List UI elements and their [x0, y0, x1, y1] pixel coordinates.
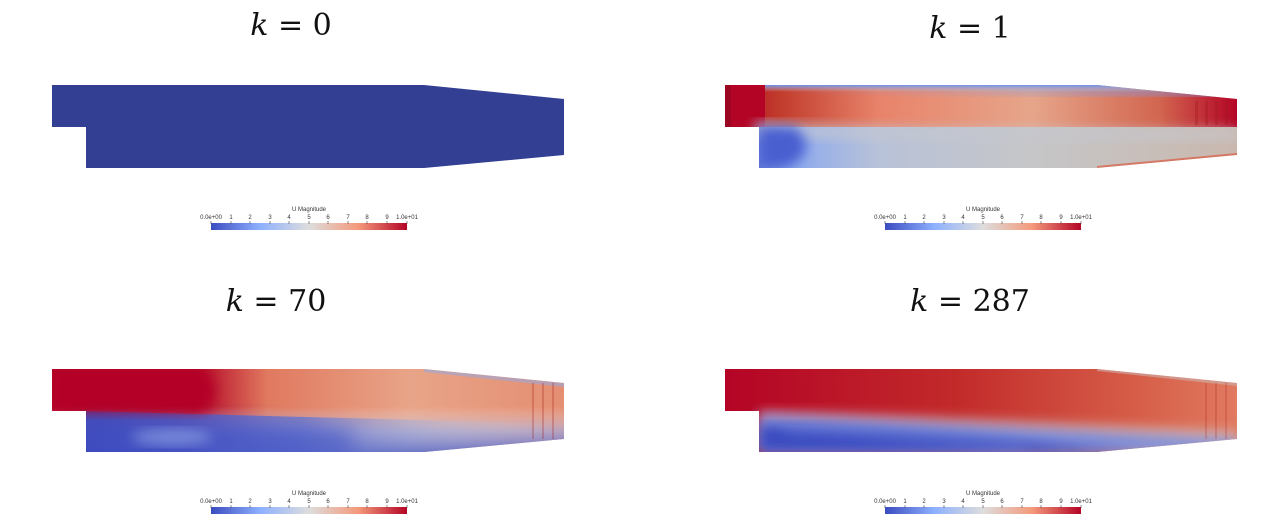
colorbar-tick-label: 3	[942, 499, 946, 505]
colorbar-tick-label: 9	[385, 499, 389, 505]
colorbar-tick-label: 0.0e+00	[874, 215, 897, 221]
colorbar-tick-label: 1	[903, 215, 907, 221]
panel-title-k1: k = 1	[929, 11, 1011, 46]
colorbar-tick-label: 6	[326, 215, 330, 221]
colorbar-tick-label: 9	[1059, 215, 1063, 221]
colorbar-tick-label: 3	[268, 215, 272, 221]
colorbar-tick-label: 1.0e+01	[396, 215, 419, 221]
panel-k1: k = 1	[725, 11, 1237, 230]
colorbar-tick-label: 1.0e+01	[1070, 499, 1093, 505]
colorbar-tick-labels: 0.0e+00 1 2 3 4 5 6 7 8 9 1.0e+01	[874, 215, 1093, 221]
colorbar-tick-label: 2	[248, 499, 252, 505]
panel-title-k0: k = 0	[250, 8, 332, 43]
colorbar-title: U Magnitude	[966, 207, 1001, 213]
colorbar-title: U Magnitude	[292, 207, 327, 213]
colorbar-tick-label: 0.0e+00	[200, 215, 223, 221]
flow-domain-k70	[52, 369, 564, 452]
colorbar-tick-label: 2	[922, 215, 926, 221]
colorbar-tick-label: 2	[922, 499, 926, 505]
colorbar-tick-label: 1	[229, 215, 233, 221]
colorbar-tick-label: 1	[903, 499, 907, 505]
colorbar-tick-label: 2	[248, 215, 252, 221]
colorbar-ticks	[210, 221, 408, 224]
colorbar-tick-label: 9	[385, 215, 389, 221]
colorbar-tick-label: 3	[268, 499, 272, 505]
colorbar-tick-label: 8	[1039, 499, 1043, 505]
colorbar-tick-label: 0.0e+00	[200, 499, 223, 505]
colorbar-ticks	[884, 221, 1082, 224]
colorbar-tick-label: 3	[942, 215, 946, 221]
colorbar-tick-label: 5	[307, 499, 311, 505]
colorbar-tick-label: 7	[346, 215, 350, 221]
panel-title-k70: k = 70	[226, 284, 327, 319]
colorbar-gradient	[885, 507, 1081, 514]
colorbar-tick-label: 8	[365, 499, 369, 505]
colorbar-gradient	[211, 507, 407, 514]
colorbar-gradient	[211, 223, 407, 230]
flow-domain-k0	[52, 85, 564, 168]
flow-domain-k287	[725, 369, 1237, 452]
colorbar-tick-label: 4	[287, 499, 291, 505]
colorbar-tick-label: 5	[981, 499, 985, 505]
colorbar-tick-label: 8	[365, 215, 369, 221]
colorbar-tick-label: 4	[287, 215, 291, 221]
panel-title-k287: k = 287	[910, 284, 1030, 319]
colorbar-title: U Magnitude	[966, 491, 1001, 497]
panel-k0: k = 0 U Magnitude 0.0e+00 1 2 3 4 5 6 7 …	[52, 8, 564, 230]
flow-domain-k1	[725, 85, 1237, 168]
colorbar-tick-label: 1.0e+01	[396, 499, 419, 505]
colorbar-k1: U Magnitude 0.0e+00 1 2 3 4 5 6 7 8 9 1.…	[874, 207, 1093, 230]
panel-k70: k = 70 U Magn	[52, 284, 564, 514]
colorbar-tick-labels: 0.0e+00 1 2 3 4 5 6 7 8 9 1.0e+01	[200, 215, 419, 221]
colorbar-tick-label: 4	[961, 499, 965, 505]
colorbar-tick-label: 7	[1020, 215, 1024, 221]
colorbar-tick-label: 6	[1000, 215, 1004, 221]
colorbar-tick-label: 8	[1039, 215, 1043, 221]
colorbar-tick-labels: 0.0e+00 1 2 3 4 5 6 7 8 9 1.0e+01	[874, 499, 1093, 505]
colorbar-tick-label: 7	[346, 499, 350, 505]
colorbar-k287: U Magnitude 0.0e+00 1 2 3 4 5 6 7 8 9 1.…	[874, 491, 1093, 514]
colorbar-k70: U Magnitude 0.0e+00 1 2 3 4 5 6 7 8 9 1.…	[200, 491, 419, 514]
colorbar-tick-label: 4	[961, 215, 965, 221]
colorbar-tick-label: 1	[229, 499, 233, 505]
colorbar-gradient	[885, 223, 1081, 230]
colorbar-tick-label: 5	[307, 215, 311, 221]
colorbar-tick-label: 0.0e+00	[874, 499, 897, 505]
colorbar-tick-label: 6	[1000, 499, 1004, 505]
colorbar-tick-label: 7	[1020, 499, 1024, 505]
colorbar-k0: U Magnitude 0.0e+00 1 2 3 4 5 6 7 8 9 1.…	[200, 207, 419, 230]
colorbar-title: U Magnitude	[292, 491, 327, 497]
colorbar-tick-labels: 0.0e+00 1 2 3 4 5 6 7 8 9 1.0e+01	[200, 499, 419, 505]
colorbar-ticks	[210, 505, 408, 508]
colorbar-tick-label: 5	[981, 215, 985, 221]
colorbar-tick-label: 1.0e+01	[1070, 215, 1093, 221]
colorbar-ticks	[884, 505, 1082, 508]
colorbar-tick-label: 9	[1059, 499, 1063, 505]
colorbar-tick-label: 6	[326, 499, 330, 505]
panel-k287: k = 287 U Magnitude	[725, 284, 1237, 514]
